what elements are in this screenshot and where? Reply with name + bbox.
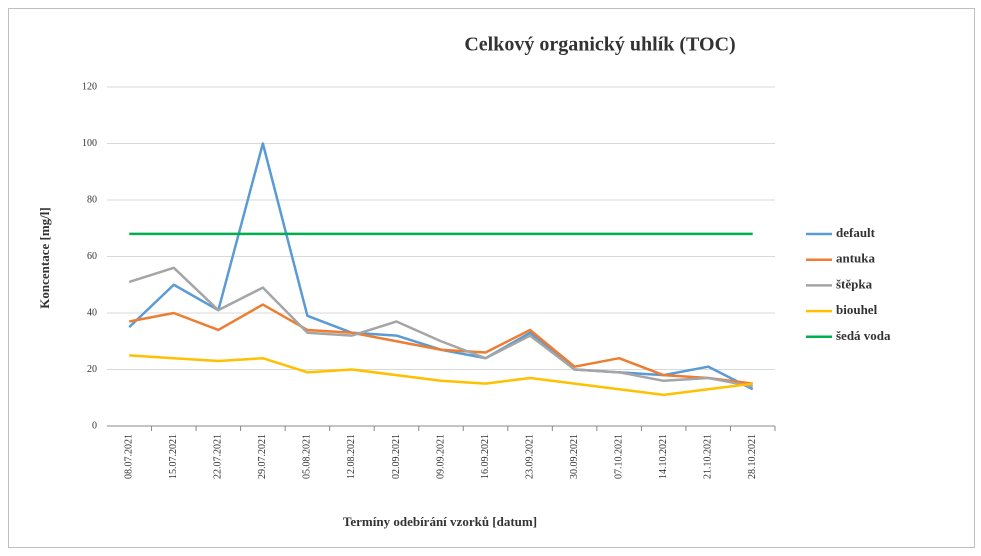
- y-tick-label: 100: [82, 138, 97, 149]
- x-tick-label: 14.10.2021: [658, 434, 669, 479]
- x-tick-label: 02.09.2021: [391, 434, 402, 479]
- series-line: [129, 303, 753, 385]
- y-axis-label: Koncentace [mg/l]: [37, 207, 52, 308]
- series-line: [128, 266, 753, 388]
- x-tick-label: 09.09.2021: [435, 434, 446, 479]
- y-tick-label: 80: [87, 194, 97, 205]
- x-tick-label: 07.10.2021: [613, 434, 624, 479]
- x-axis-label: Termíny odebírání vzorků [datum]: [343, 514, 537, 529]
- legend-label: antuka: [836, 251, 876, 266]
- x-tick-label: 28.10.2021: [747, 434, 758, 479]
- x-tick-label: 21.10.2021: [702, 434, 713, 479]
- y-tick-label: 40: [87, 307, 97, 318]
- y-tick-label: 120: [82, 81, 97, 92]
- x-tick-label: 29.07.2021: [257, 434, 268, 479]
- x-tick-label: 15.07.2021: [168, 434, 179, 479]
- y-tick-label: 0: [92, 420, 97, 431]
- x-tick-label: 12.08.2021: [346, 434, 357, 479]
- x-tick-label: 30.09.2021: [569, 434, 580, 479]
- legend-label: štěpka: [836, 276, 873, 291]
- x-tick-label: 16.09.2021: [480, 434, 491, 479]
- legend-label: default: [836, 225, 876, 240]
- legend-label: biouhel: [836, 302, 878, 317]
- chart-title: Celkový organický uhlík (TOC): [464, 34, 735, 56]
- series-line: [129, 354, 753, 397]
- y-tick-label: 20: [87, 364, 97, 375]
- x-tick-label: 23.09.2021: [524, 434, 535, 479]
- x-tick-label: 22.07.2021: [213, 434, 224, 479]
- y-tick-label: 60: [87, 251, 97, 262]
- legend-label: šedá voda: [836, 328, 891, 343]
- x-tick-label: 05.08.2021: [302, 434, 313, 479]
- x-tick-label: 08.07.2021: [124, 434, 135, 479]
- chart-frame: [8, 8, 975, 548]
